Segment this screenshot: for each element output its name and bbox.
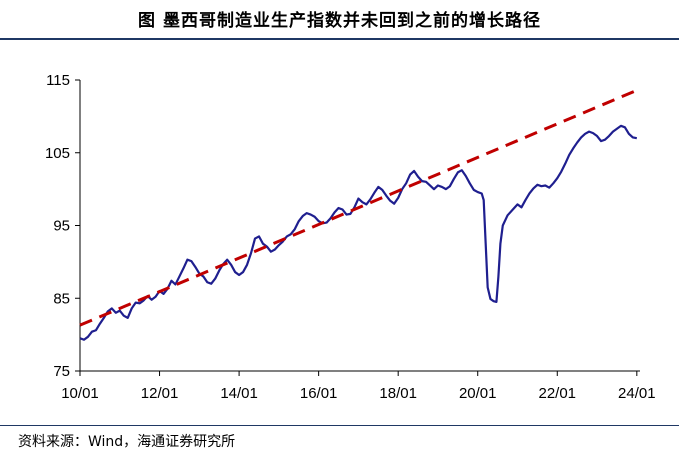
y-tick-label: 75 <box>53 363 70 380</box>
index-series-line <box>79 124 638 341</box>
source-note: 资料来源：Wind，海通证券研究所 <box>18 434 236 450</box>
x-tick-label: 12/01 <box>141 385 179 402</box>
y-tick-label: 85 <box>53 290 70 307</box>
chart-title-bar: 图 墨西哥制造业生产指数并未回到之前的增长路径 <box>0 0 679 36</box>
title-divider <box>0 38 679 40</box>
x-tick-label: 20/01 <box>459 385 497 402</box>
y-tick-label: 95 <box>53 218 70 235</box>
y-tick-label: 115 <box>46 72 70 89</box>
chart-title: 图 墨西哥制造业生产指数并未回到之前的增长路径 <box>138 10 541 31</box>
x-tick-label: 18/01 <box>379 385 417 402</box>
x-tick-label: 16/01 <box>300 385 338 402</box>
x-tick-label: 14/01 <box>220 385 258 402</box>
trend-line <box>79 88 640 327</box>
footer-divider <box>0 425 679 426</box>
x-tick-label: 10/01 <box>61 385 99 402</box>
y-tick-label: 105 <box>45 145 70 162</box>
x-tick-label: 22/01 <box>538 385 576 402</box>
x-tick-label: 24/01 <box>618 385 656 402</box>
